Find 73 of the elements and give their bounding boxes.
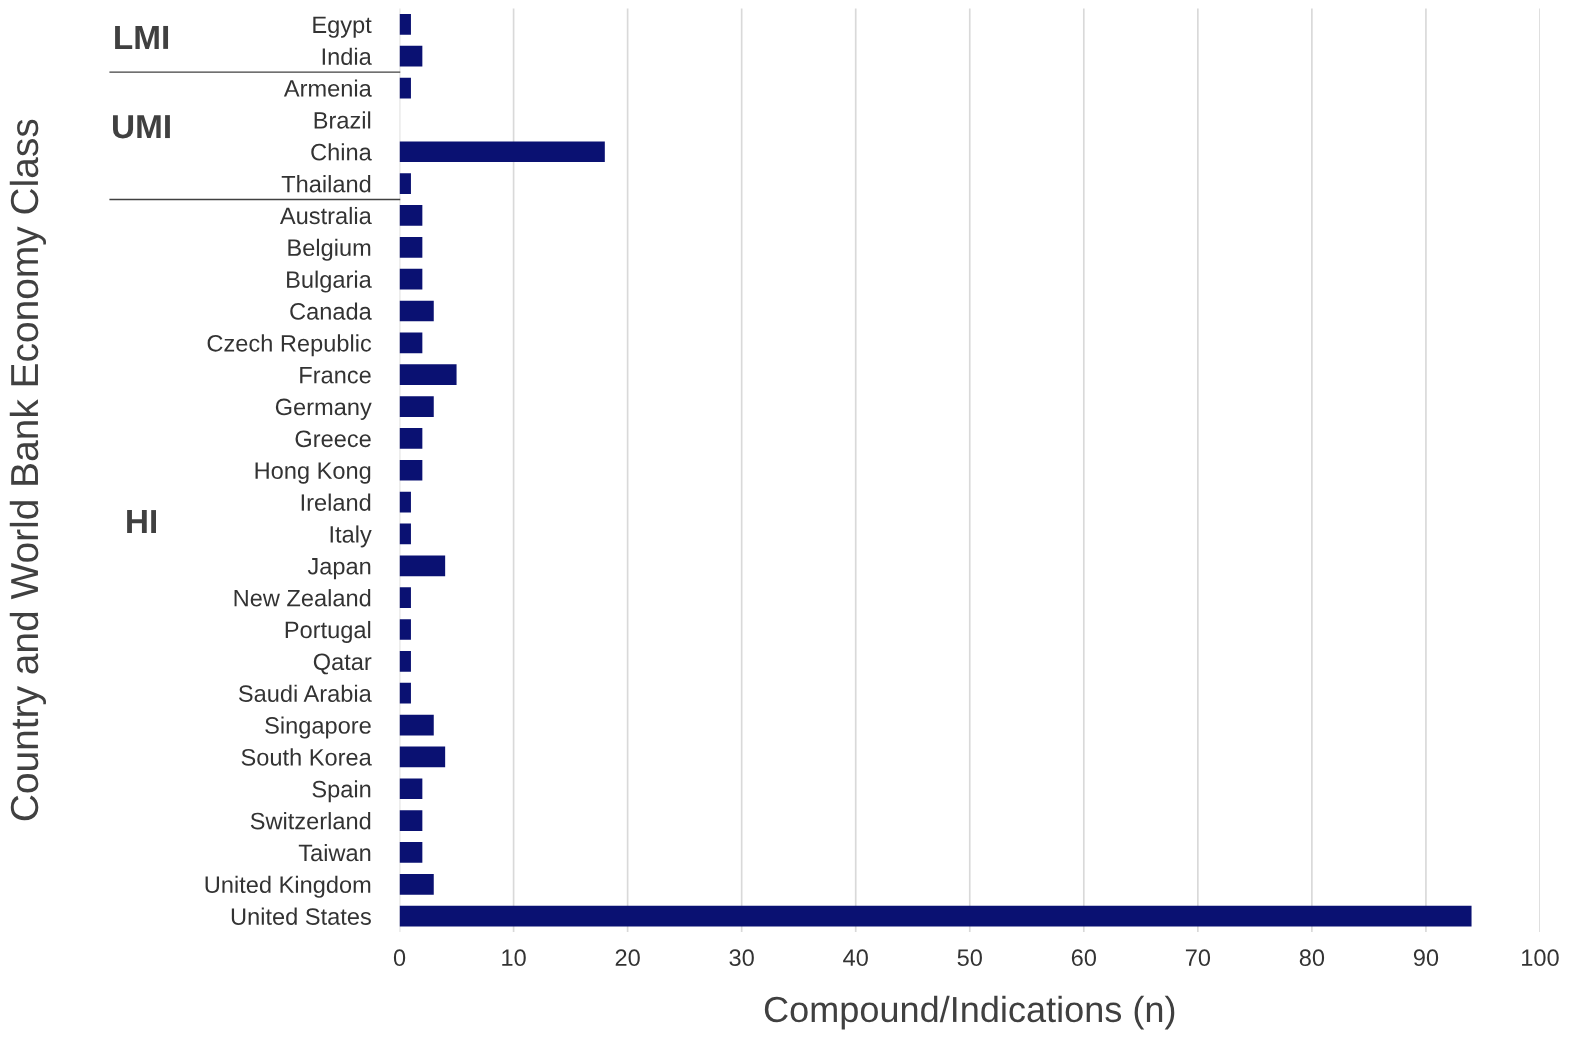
y-tick-label: Greece [295, 430, 371, 448]
y-tick-label: India [322, 47, 372, 65]
y-tick-label: Thailand [281, 175, 371, 193]
y-tick-label: France [300, 367, 371, 384]
y-tick-label: United States [231, 907, 371, 925]
bar [399, 682, 411, 704]
bar [399, 77, 411, 99]
bar [399, 714, 434, 736]
bar [399, 778, 423, 800]
y-tick-label: Qatar [313, 653, 372, 675]
bar [399, 13, 411, 35]
bar [399, 842, 423, 863]
y-tick-label: Singapore [265, 716, 371, 739]
y-tick-label: Australia [279, 206, 372, 225]
x-tick-label: 40 [843, 949, 868, 967]
text: LMI [115, 25, 169, 49]
bar [399, 523, 411, 545]
y-tick-label: Hong Kong [255, 462, 371, 484]
text: UMI [113, 115, 170, 139]
bar [399, 873, 434, 895]
y-tick-label: Czech Republic [207, 334, 372, 357]
bar [399, 619, 411, 640]
bar [399, 300, 434, 322]
y-tick-label: Portugal [285, 620, 371, 643]
bar [399, 173, 411, 194]
y-tick-label: Germany [275, 398, 372, 420]
bar [399, 364, 457, 386]
bar [399, 810, 423, 831]
y-axis-title: Country and World Bank Economy Class [9, 119, 47, 821]
y-tick-label: New Zealand [234, 589, 371, 607]
y-tick-label: United Kingdom [205, 875, 371, 898]
y-tick-label: Taiwan [298, 843, 371, 862]
bar [399, 905, 1472, 927]
y-tick-label: Egypt [313, 16, 372, 38]
y-tick-label: Saudi Arabia [238, 684, 372, 702]
bar [399, 45, 423, 67]
bar [399, 459, 423, 481]
y-tick-label: China [311, 143, 372, 161]
bar [399, 268, 423, 290]
x-tick-label: 50 [957, 949, 982, 967]
bar [399, 650, 411, 672]
bar [399, 587, 411, 608]
x-tick-label: 30 [729, 949, 754, 967]
x-tick-label: 0 [393, 949, 406, 967]
x-tick-label: 80 [1299, 949, 1325, 967]
y-tick-label: Spain [312, 780, 371, 803]
bar [399, 396, 434, 417]
bar [399, 205, 423, 226]
bar [399, 428, 423, 449]
x-tick-label: 100 [1522, 949, 1559, 967]
y-tick-label: Canada [290, 302, 372, 320]
bar [399, 332, 423, 354]
text: HI [127, 510, 157, 534]
x-tick-label: 90 [1413, 949, 1439, 967]
y-tick-label: South Korea [241, 748, 372, 766]
x-tick-label: 70 [1185, 949, 1211, 967]
bar [399, 141, 605, 163]
x-tick-label: 60 [1071, 949, 1097, 967]
x-axis-title: Compound/Indications (n) [764, 995, 1175, 1030]
x-tick-label: 10 [502, 949, 526, 967]
bar [399, 236, 423, 258]
y-tick-label: Belgium [288, 238, 371, 261]
y-tick-label: Brazil [314, 111, 371, 129]
y-tick-label: Switzerland [250, 812, 371, 830]
bar [399, 491, 411, 513]
x-tick-label: 20 [615, 949, 640, 967]
y-tick-label: Italy [330, 525, 372, 548]
y-tick-label: Japan [307, 558, 371, 580]
bar [399, 746, 446, 768]
y-tick-label: Bulgaria [287, 270, 372, 293]
y-tick-label: Armenia [283, 79, 372, 97]
y-tick-label: Ireland [301, 493, 371, 511]
bar [399, 555, 446, 577]
